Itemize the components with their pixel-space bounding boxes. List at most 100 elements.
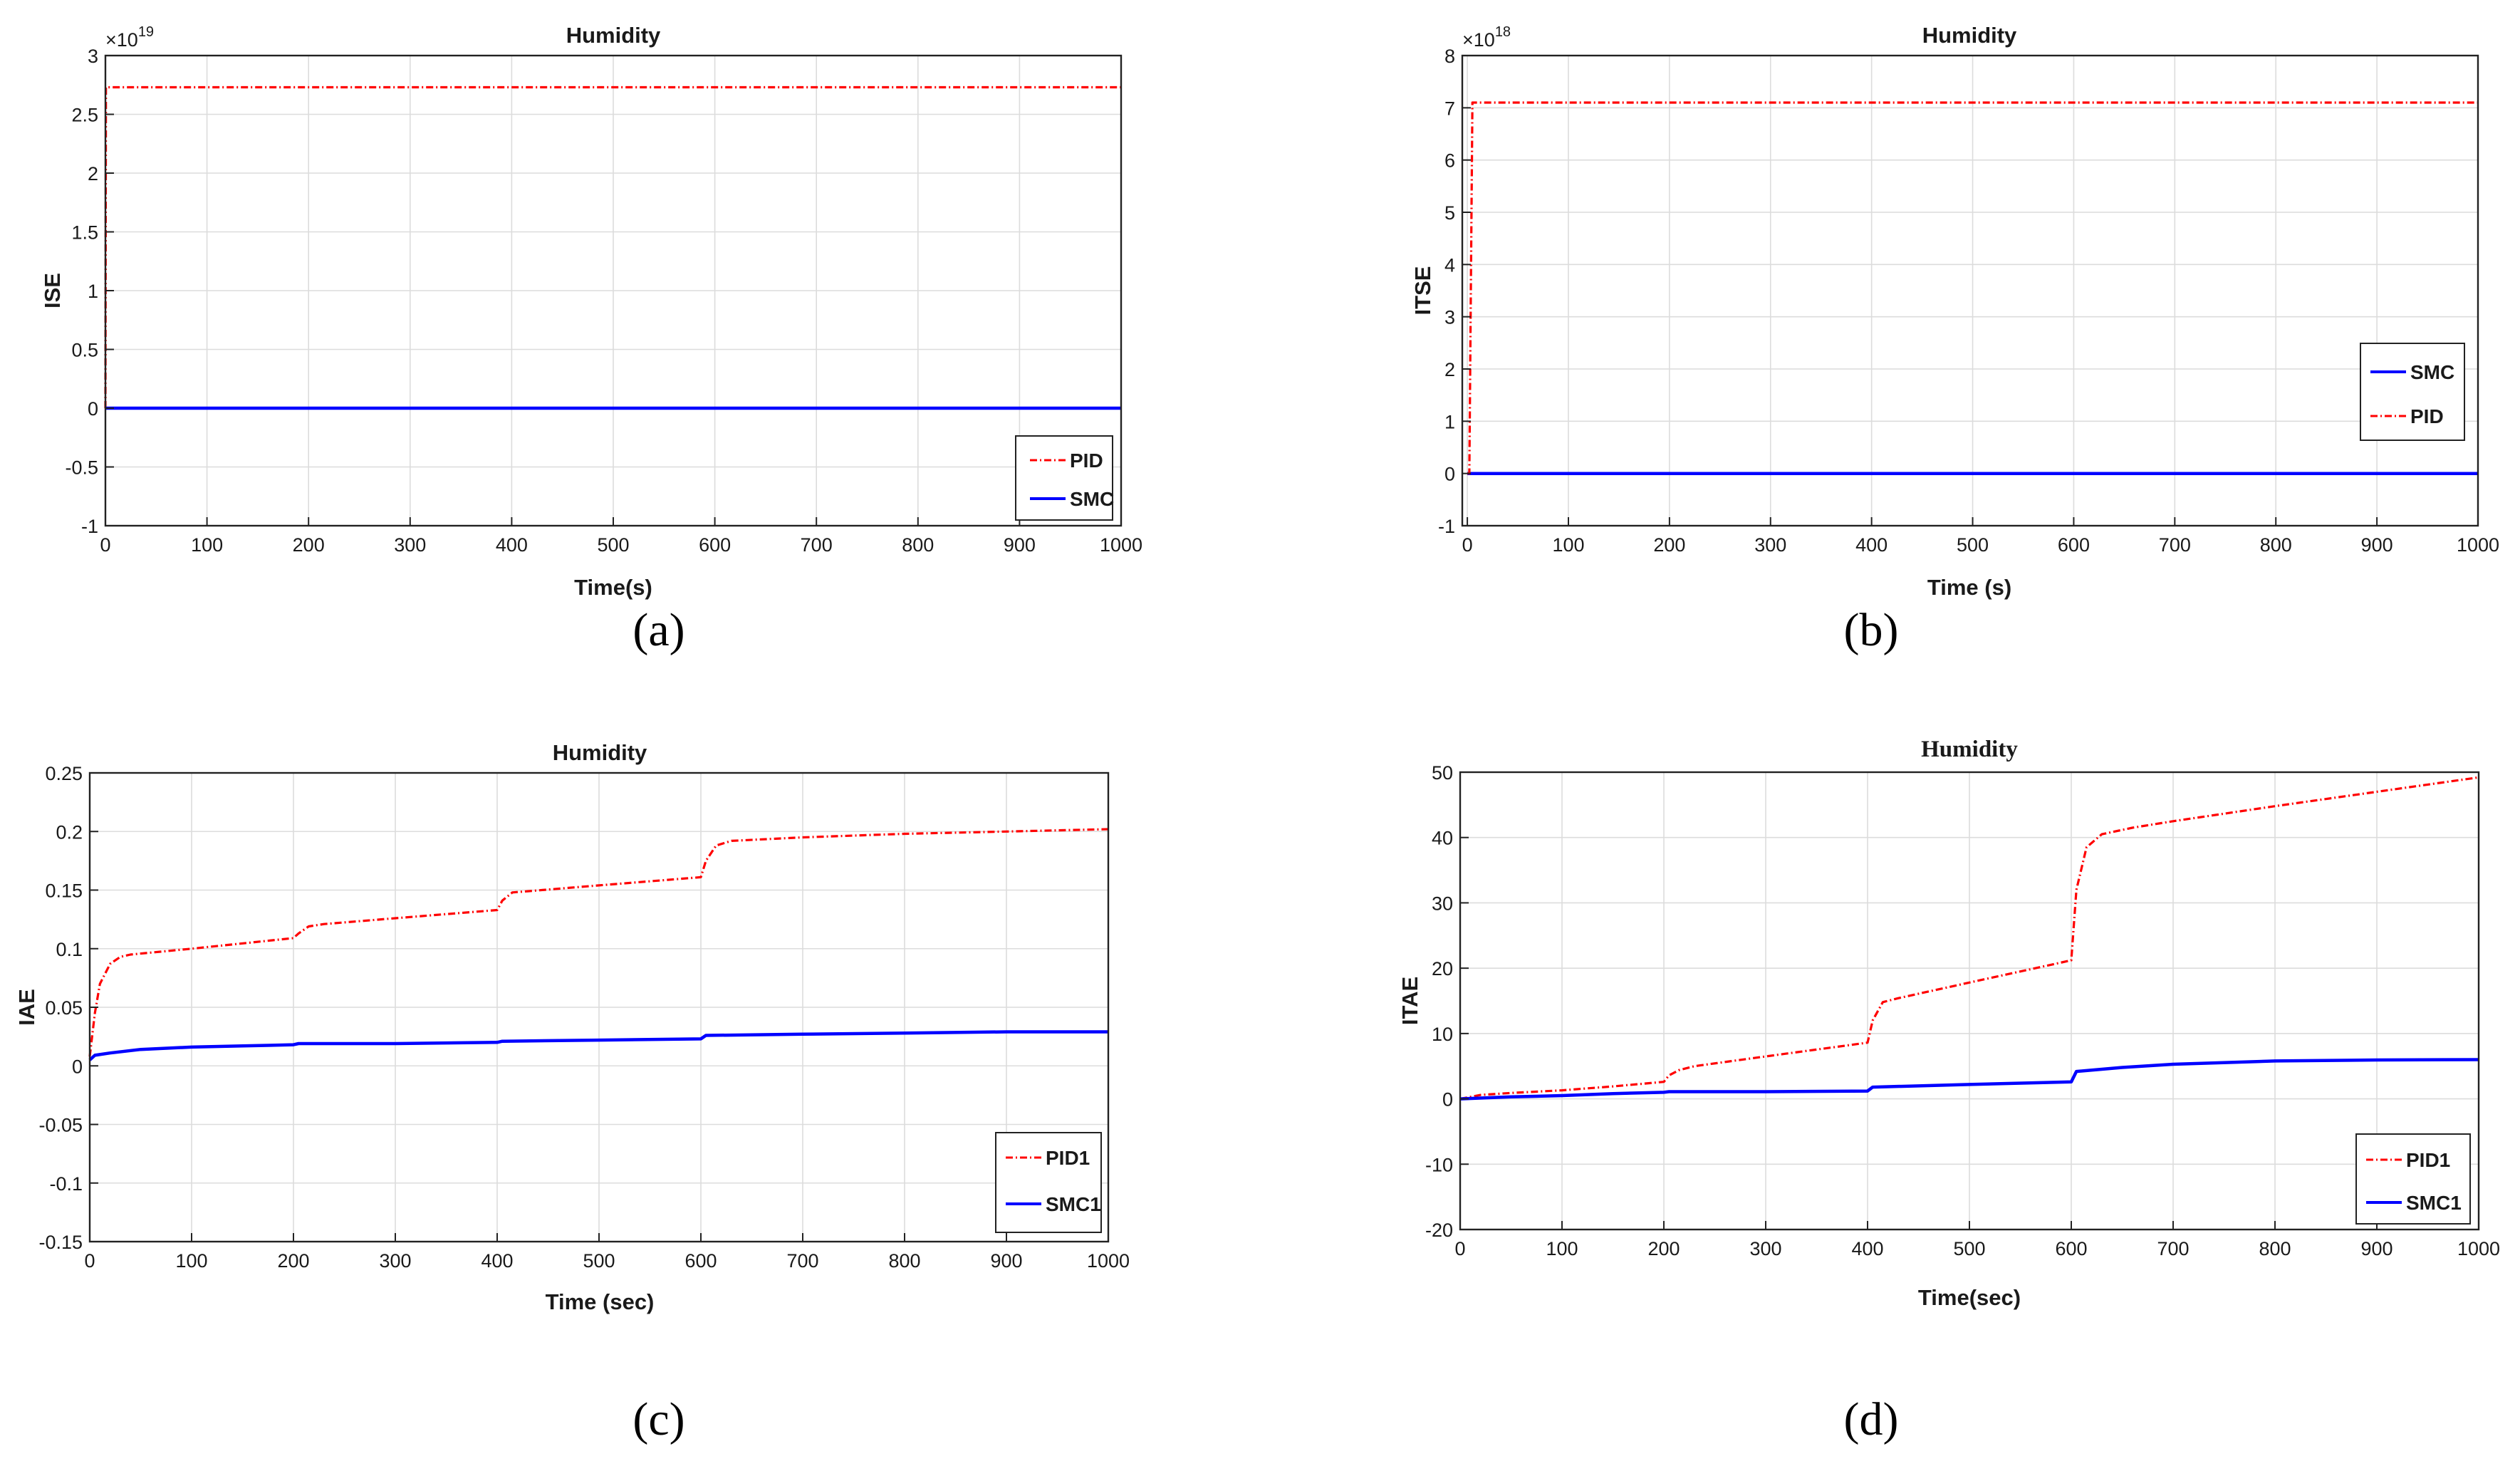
- x-tick-label: 800: [888, 1250, 920, 1272]
- ticks-a: 0 100 200 300 400 500 600 700 800 900 1000 -1 -0.5 0 0…: [65, 46, 1142, 556]
- x-tick-label: 400: [1851, 1238, 1883, 1259]
- legend-d: PID1 SMC1: [2355, 1133, 2471, 1225]
- x-tick-label: 500: [1957, 534, 1989, 556]
- y-tick-label: 0: [1444, 464, 1455, 485]
- y-tick-label: -0.05: [38, 1115, 83, 1136]
- x-tick-label: 1000: [1100, 534, 1142, 556]
- y-tick-label: 1: [1444, 411, 1455, 432]
- legend-a: PID SMC: [1015, 435, 1114, 521]
- x-tick-label: 1000: [2457, 534, 2499, 556]
- chart-title-a: Humidity: [566, 23, 661, 48]
- y-tick-label: 3: [1444, 307, 1455, 328]
- y-tick-label: 6: [1444, 150, 1455, 172]
- x-tick-label: 300: [379, 1250, 411, 1272]
- legend-label-smc-b: SMC: [2410, 361, 2454, 383]
- y-tick-label: 0.05: [45, 997, 83, 1019]
- y-axis-label-a: ISE: [40, 273, 65, 308]
- chart-panel-c: Humidity 0 100 200 300 400 500 600 700 800 900 100…: [14, 740, 1130, 1445]
- exponent-label-a: ×1019: [105, 24, 154, 51]
- x-tick-label: 300: [394, 534, 426, 556]
- legend-label-pid1-c: PID1: [1046, 1147, 1090, 1169]
- series-line-smc1: [1459, 1058, 2479, 1101]
- caption-c: (c): [632, 1393, 684, 1445]
- legend-label-pid1-d: PID1: [2406, 1149, 2450, 1171]
- x-tick-label: 100: [175, 1250, 207, 1272]
- chart-panel-d: Humidity 0 100 200 300 400 500 600 700 800 900 100…: [1397, 737, 2500, 1445]
- ticks-c: 0 100 200 300 400 500 600 700 800 900 1000 -0.15 -0.…: [38, 763, 1130, 1272]
- x-tick-label: 0: [84, 1250, 95, 1272]
- chart-title-c: Humidity: [553, 740, 647, 765]
- grid-b: [1462, 55, 2479, 526]
- legend-box-d: [2355, 1133, 2471, 1225]
- x-tick-label: 400: [1855, 534, 1888, 556]
- x-tick-label: 500: [1953, 1238, 1985, 1259]
- x-tick-label: 100: [1546, 1238, 1578, 1259]
- x-tick-label: 1000: [1087, 1250, 1130, 1272]
- y-tick-label: 0.5: [71, 340, 98, 361]
- y-tick-label: 50: [1432, 762, 1453, 784]
- plot-frame-b: [1461, 54, 2479, 527]
- x-tick-label: 100: [1552, 534, 1584, 556]
- ticks-b: 0 100 200 300 400 500 600 700 800 900 1000 -1 0 1 2 3 4 5…: [1438, 46, 2499, 556]
- x-tick-label: 300: [1754, 534, 1786, 556]
- grid-a: [105, 55, 1122, 526]
- x-tick-label: 800: [2260, 534, 2292, 556]
- x-tick-label: 900: [2361, 534, 2393, 556]
- x-tick-label: 500: [597, 534, 629, 556]
- y-axis-label-b: ITSE: [1410, 266, 1435, 316]
- y-tick-label: 0.15: [45, 880, 83, 902]
- y-tick-label: 8: [1444, 46, 1455, 67]
- x-tick-label: 400: [481, 1250, 513, 1272]
- x-tick-label: 700: [786, 1250, 818, 1272]
- y-tick-label: 20: [1432, 958, 1453, 979]
- x-tick-label: 200: [293, 534, 325, 556]
- x-tick-label: 300: [1749, 1238, 1781, 1259]
- y-tick-label: 1.5: [71, 222, 98, 244]
- y-tick-label: 2.5: [71, 105, 98, 126]
- y-tick-label: 2: [88, 163, 98, 184]
- x-axis-label-c: Time (sec): [546, 1289, 655, 1314]
- y-tick-label: 0.1: [56, 939, 83, 960]
- series-line-pid1: [1459, 776, 2479, 1101]
- x-tick-label: 900: [1004, 534, 1036, 556]
- y-tick-label: -0.15: [38, 1232, 83, 1253]
- chart-title-d: Humidity: [1921, 737, 2018, 762]
- y-tick-label: 7: [1444, 98, 1455, 119]
- series-layer-d: [1459, 776, 2479, 1101]
- y-tick-label: 0: [1442, 1089, 1453, 1111]
- x-tick-label: 600: [2058, 534, 2090, 556]
- x-tick-label: 400: [496, 534, 528, 556]
- legend-box-c: [995, 1132, 1102, 1233]
- x-tick-label: 0: [1462, 534, 1473, 556]
- x-tick-label: 600: [2055, 1238, 2087, 1259]
- y-tick-label: 4: [1444, 254, 1455, 276]
- y-tick-label: 40: [1432, 828, 1453, 849]
- y-tick-label: 3: [88, 46, 98, 67]
- ticks-d: 0 100 200 300 400 500 600 700 800 900 1000 -20 -10 0 1…: [1425, 762, 2500, 1259]
- legend-label-pid-b: PID: [2410, 405, 2444, 427]
- legend-label-pid-a: PID: [1070, 449, 1103, 472]
- x-tick-label: 200: [1647, 1238, 1680, 1259]
- exponent-label-b: ×1018: [1462, 24, 1511, 51]
- legend-b: SMC PID: [2360, 343, 2465, 441]
- x-axis-label-a: Time(s): [574, 575, 652, 600]
- y-axis-label-c: IAE: [14, 989, 39, 1026]
- caption-b: (b): [1844, 604, 1899, 656]
- grid-c: [89, 772, 1109, 1242]
- y-tick-label: -10: [1425, 1154, 1453, 1175]
- x-tick-label: 1000: [2457, 1238, 2500, 1259]
- y-tick-label: -1: [81, 516, 98, 537]
- caption-d: (d): [1844, 1393, 1899, 1445]
- x-tick-label: 700: [801, 534, 833, 556]
- series-layer-c: [88, 828, 1109, 1061]
- series-line-pid1: [88, 828, 1109, 1057]
- x-tick-label: 0: [1454, 1238, 1465, 1259]
- x-tick-label: 500: [583, 1250, 615, 1272]
- x-tick-label: 600: [684, 1250, 717, 1272]
- x-tick-label: 900: [990, 1250, 1022, 1272]
- y-tick-label: 0: [88, 398, 98, 420]
- y-tick-label: 0.2: [56, 821, 83, 843]
- legend-label-smc1-c: SMC1: [1046, 1193, 1101, 1215]
- y-tick-label: 2: [1444, 359, 1455, 380]
